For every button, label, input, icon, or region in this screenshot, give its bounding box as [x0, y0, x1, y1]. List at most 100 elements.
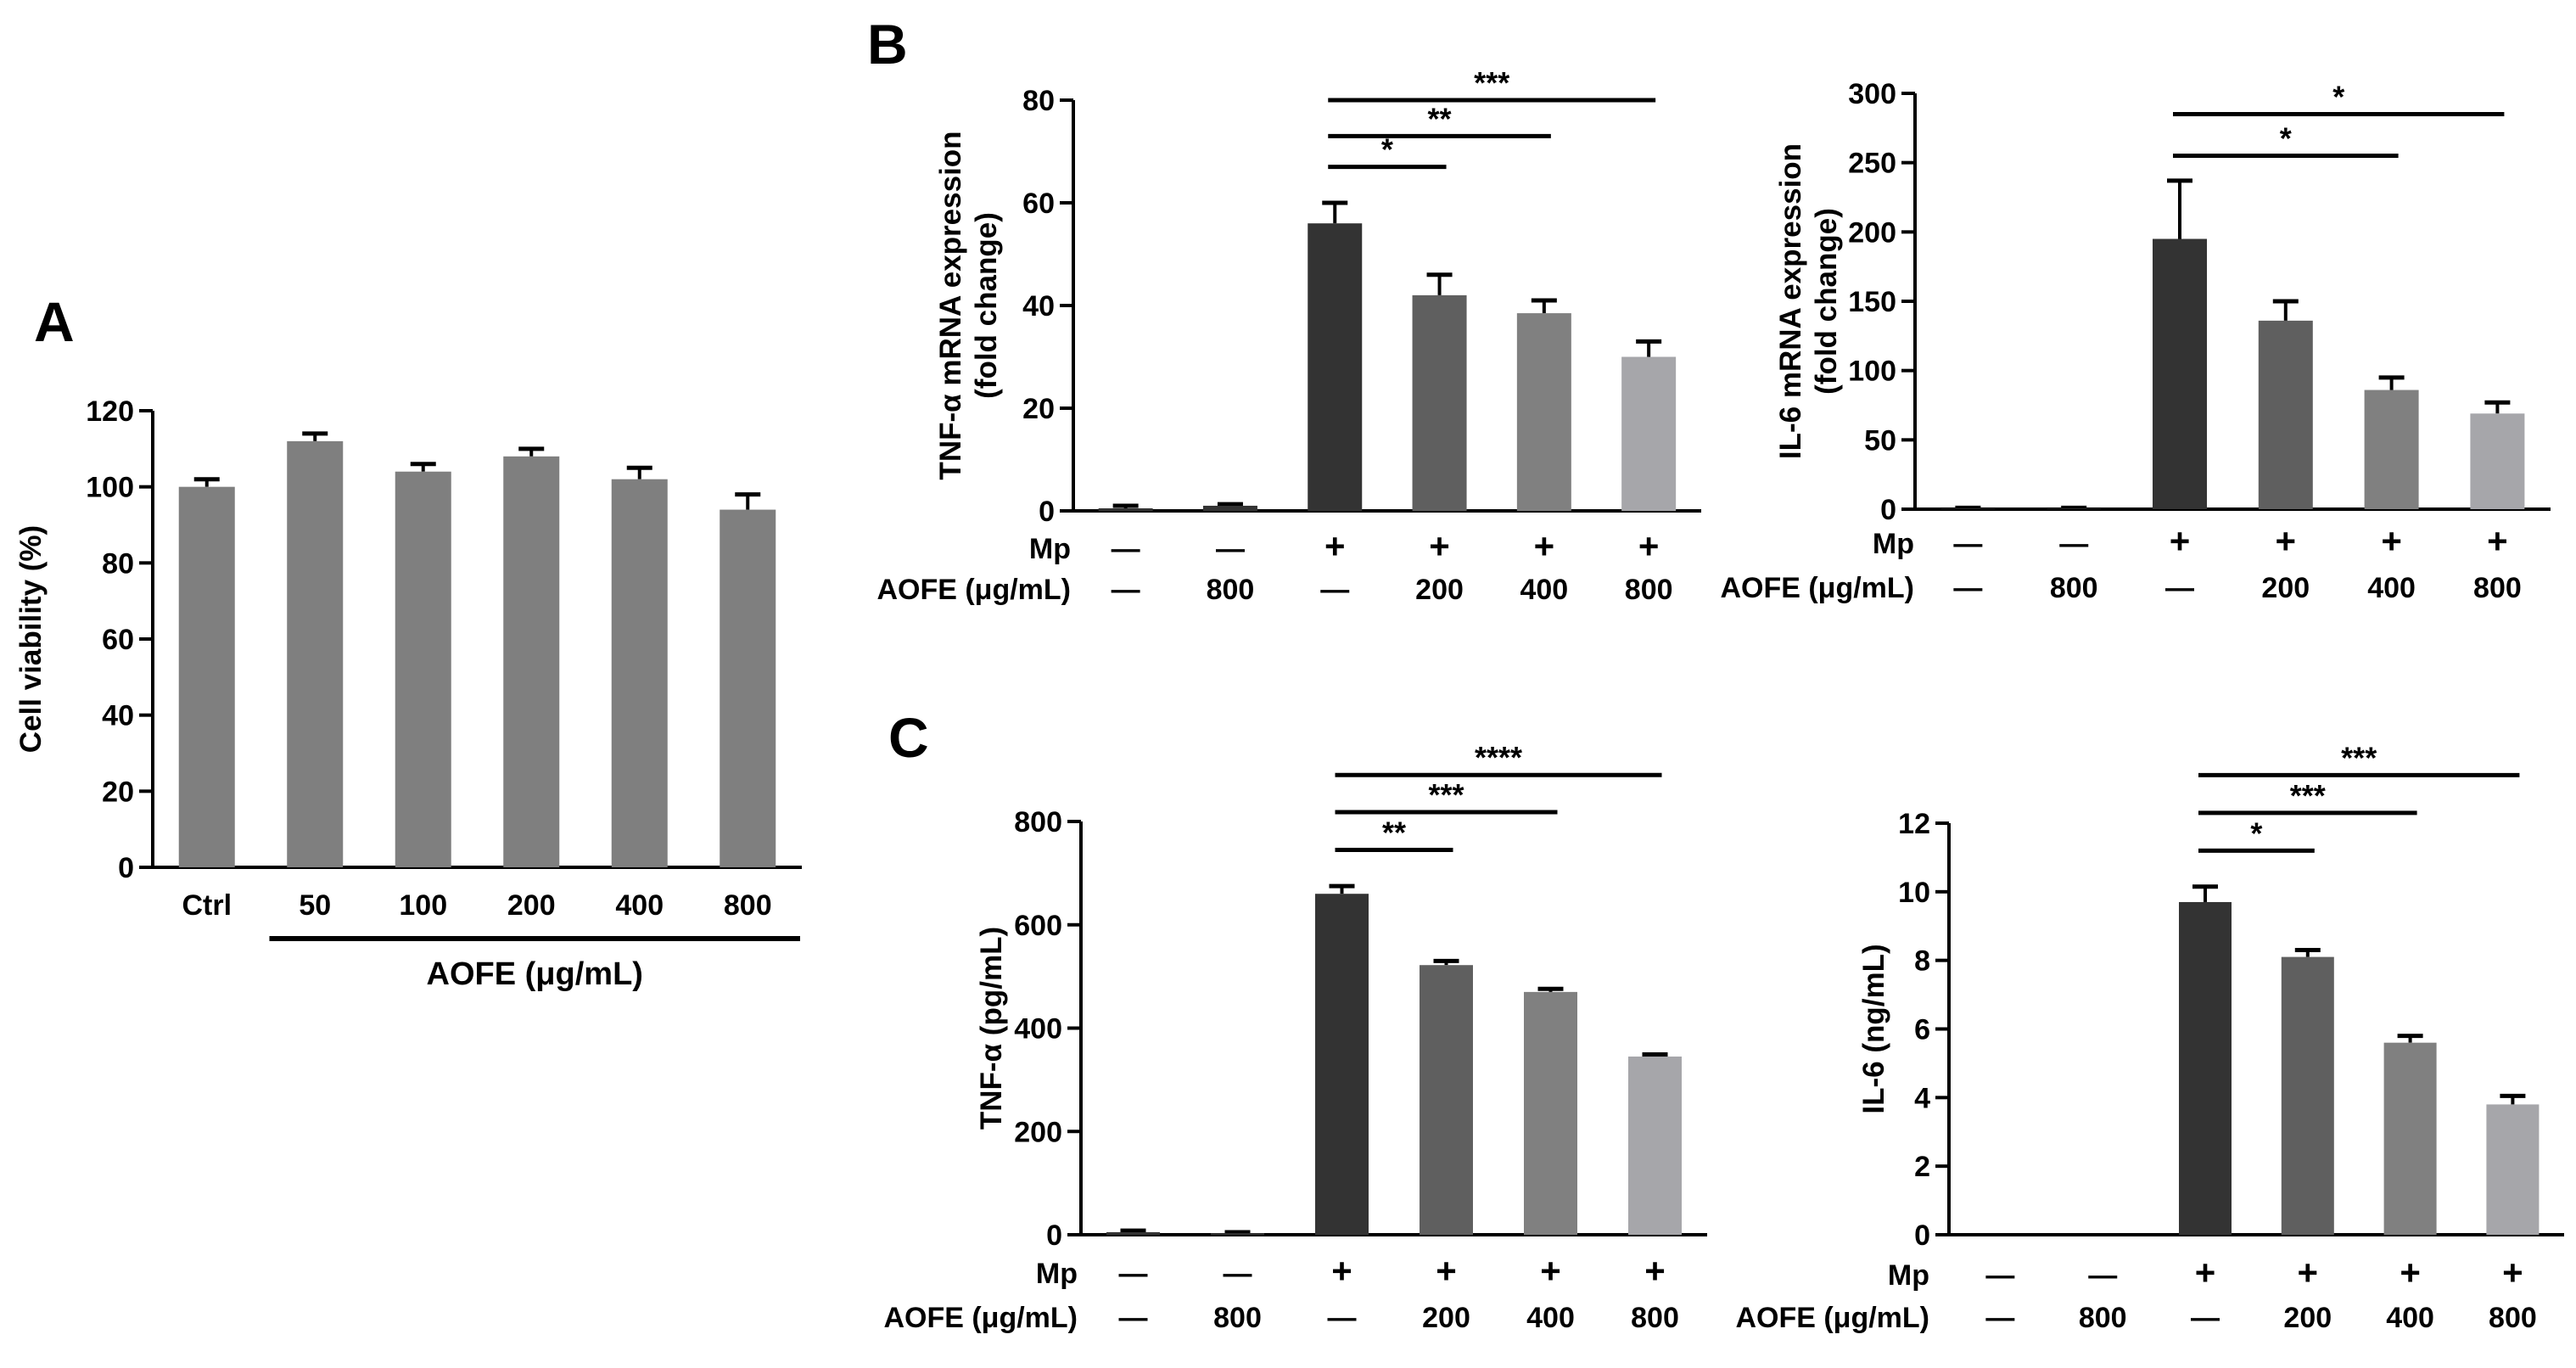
condition-cell: 400: [1520, 574, 1568, 606]
significance-label: ***: [1428, 777, 1464, 812]
condition-cell: +: [1534, 526, 1555, 566]
condition-row-label: Mp: [1873, 528, 1914, 560]
condition-cell: —: [1216, 533, 1245, 565]
y-tick-label: 0: [1880, 494, 1896, 526]
y-tick-label: 20: [102, 776, 134, 808]
condition-cell: 200: [2261, 572, 2310, 604]
significance-label: ****: [1475, 740, 1522, 775]
bar: [1420, 965, 1473, 1235]
y-axis-title: Cell viability (%): [14, 525, 48, 753]
condition-cell: +: [1638, 526, 1660, 566]
bar: [611, 479, 668, 867]
condition-cell: +: [2502, 1253, 2523, 1292]
condition-cell: +: [1429, 526, 1450, 566]
condition-cell: 200: [2283, 1302, 2332, 1334]
significance-label: *: [1381, 132, 1393, 167]
y-axis-title: IL-6 (ng/mL): [1857, 944, 1890, 1113]
condition-cell: +: [2195, 1253, 2216, 1292]
y-tick-label: 250: [1848, 148, 1896, 180]
y-tick-label: 150: [1848, 286, 1896, 318]
bar: [503, 456, 560, 867]
condition-cell: +: [1644, 1251, 1666, 1291]
condition-cell: —: [1953, 572, 1982, 604]
y-axis-title-line2: (fold change): [970, 212, 1003, 399]
condition-cell: —: [2191, 1302, 2220, 1334]
condition-cell: —: [1112, 533, 1140, 565]
significance-label: *: [2280, 121, 2292, 156]
y-axis-title: IL-6 mRNA expression: [1774, 143, 1807, 459]
bar: [2179, 901, 2232, 1235]
y-tick-label: 800: [1014, 806, 1062, 838]
condition-cell: +: [2487, 521, 2508, 561]
condition-cell: —: [1224, 1258, 1252, 1290]
significance-label: ***: [2341, 740, 2377, 775]
condition-cell: —: [1119, 1258, 1148, 1290]
condition-row-label: AOFE (μg/mL): [1735, 1302, 1929, 1334]
bar: [1621, 356, 1677, 511]
significance-label: *: [2332, 80, 2344, 115]
bar: [2153, 238, 2207, 509]
bar: [1315, 894, 1369, 1235]
condition-cell: 800: [2050, 572, 2098, 604]
condition-cell: 800: [2489, 1302, 2537, 1334]
y-axis-title: TNF-α (pg/mL): [975, 927, 1008, 1130]
condition-row-label: AOFE (μg/mL): [876, 574, 1071, 606]
bar: [2470, 413, 2525, 509]
y-tick-label: 40: [102, 700, 134, 732]
condition-cell: —: [1119, 1302, 1148, 1334]
condition-cell: +: [1331, 1251, 1352, 1291]
panel-label-c: C: [888, 706, 929, 769]
condition-row-label: Mp: [1036, 1258, 1078, 1290]
y-tick-label: 400: [1014, 1013, 1062, 1046]
condition-cell: —: [2088, 1259, 2117, 1292]
y-tick-label: 6: [1914, 1014, 1930, 1046]
bar: [287, 440, 344, 867]
y-tick-label: 60: [1022, 188, 1055, 220]
condition-cell: 800: [1625, 574, 1673, 606]
condition-row-label: Mp: [1029, 533, 1071, 565]
y-axis-title: TNF-α mRNA expression: [934, 131, 967, 479]
y-tick-label: 0: [1914, 1219, 1930, 1252]
condition-cell: 400: [1526, 1302, 1575, 1334]
x-tick-label: 200: [507, 889, 556, 922]
bar: [178, 486, 235, 867]
bar: [720, 509, 776, 867]
y-tick-label: 12: [1898, 808, 1930, 840]
condition-cell: —: [1985, 1302, 2014, 1334]
condition-cell: —: [1112, 574, 1140, 606]
condition-cell: —: [1320, 574, 1349, 606]
condition-cell: —: [2059, 528, 2088, 560]
y-tick-label: 10: [1898, 877, 1930, 909]
significance-label: ***: [2290, 778, 2326, 813]
condition-cell: 800: [2473, 572, 2522, 604]
condition-cell: +: [2298, 1253, 2319, 1292]
y-tick-label: 2: [1914, 1151, 1930, 1183]
significance-label: **: [1428, 101, 1452, 136]
panel-label-b: B: [867, 13, 908, 76]
x-tick-label: 400: [615, 889, 664, 922]
bar: [1516, 313, 1571, 511]
y-tick-label: 8: [1914, 945, 1930, 978]
bar: [1098, 507, 1153, 511]
significance-label: **: [1382, 815, 1406, 849]
bar: [2258, 320, 2313, 509]
y-tick-label: 0: [1039, 496, 1055, 528]
condition-cell: +: [2170, 521, 2191, 561]
x-tick-label: 100: [399, 889, 447, 922]
y-tick-label: 0: [1046, 1219, 1062, 1252]
x-tick-label: Ctrl: [182, 889, 232, 922]
bar: [395, 471, 451, 867]
y-axis-title-line2: (fold change): [1810, 208, 1843, 395]
y-tick-label: 80: [1022, 85, 1055, 117]
y-tick-label: 100: [86, 472, 134, 504]
x-tick-label: 800: [724, 889, 772, 922]
bar: [1202, 505, 1257, 511]
y-tick-label: 60: [102, 624, 134, 656]
bar: [1308, 223, 1363, 511]
condition-cell: 400: [2386, 1302, 2434, 1334]
bar: [1524, 991, 1577, 1235]
